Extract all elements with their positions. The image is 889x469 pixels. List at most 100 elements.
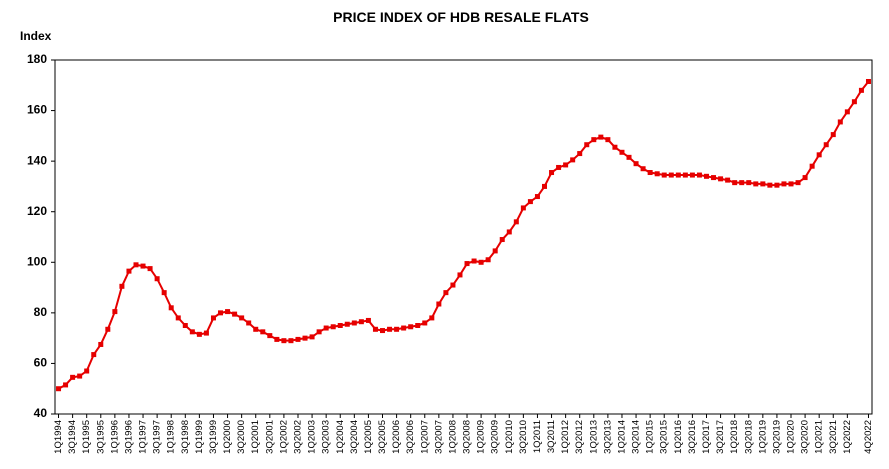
data-marker (732, 180, 738, 186)
y-tick-label: 40 (34, 406, 48, 420)
data-marker (795, 180, 801, 186)
data-marker (63, 382, 69, 388)
x-tick-label: 1Q1996 (109, 420, 120, 454)
x-tick-label: 3Q2005 (377, 420, 388, 454)
x-tick-label: 1Q2001 (250, 420, 261, 454)
y-axis-label: Index (20, 29, 52, 43)
x-tick-label: 3Q2006 (405, 420, 416, 454)
data-marker (718, 176, 724, 182)
data-marker (358, 319, 364, 325)
data-marker (267, 333, 273, 339)
data-marker (105, 326, 111, 332)
data-marker (70, 374, 76, 380)
x-tick-label: 3Q2002 (293, 420, 304, 454)
data-marker (809, 163, 815, 169)
x-tick-label: 1Q2022 (842, 420, 853, 454)
data-marker (527, 199, 533, 205)
data-marker (394, 326, 400, 332)
y-tick-label: 140 (27, 153, 47, 167)
data-marker (168, 305, 174, 311)
data-marker (260, 329, 266, 335)
x-tick-label: 3Q2007 (433, 420, 444, 454)
x-tick-label: 1Q2008 (447, 420, 458, 454)
data-marker (323, 325, 329, 331)
data-marker (633, 161, 639, 167)
data-marker (640, 166, 646, 172)
data-marker (210, 315, 216, 321)
data-marker (725, 177, 731, 183)
data-marker (140, 263, 146, 269)
x-tick-label: 1Q2010 (504, 420, 515, 454)
data-marker (154, 276, 160, 282)
x-tick-label: 3Q2012 (574, 420, 585, 454)
data-marker (309, 334, 315, 340)
data-marker (330, 324, 336, 330)
x-tick-label: 1Q2009 (476, 420, 487, 454)
y-tick-label: 180 (27, 52, 47, 66)
data-marker (499, 237, 505, 243)
data-marker (746, 180, 752, 186)
data-marker (133, 262, 139, 268)
x-tick-label: 3Q2013 (602, 420, 613, 454)
data-marker (788, 181, 794, 187)
x-tick-label: 3Q2008 (462, 420, 473, 454)
data-marker (802, 175, 808, 181)
data-marker (429, 315, 435, 321)
plot-frame (54, 59, 873, 415)
data-marker (654, 171, 660, 177)
x-tick-label: 3Q2004 (349, 420, 360, 454)
x-tick-label: 3Q2001 (264, 420, 275, 454)
data-marker (239, 315, 245, 321)
x-tick-label: 1Q2007 (419, 420, 430, 454)
x-tick-label: 3Q2010 (518, 420, 529, 454)
data-marker (598, 134, 604, 140)
data-marker (422, 320, 428, 326)
data-marker (570, 157, 576, 163)
data-marker (203, 330, 209, 336)
data-marker (443, 290, 449, 296)
data-marker (464, 261, 470, 267)
data-marker (577, 151, 583, 157)
x-tick-label: 1Q2006 (391, 420, 402, 454)
data-marker (584, 142, 590, 148)
data-marker (196, 331, 202, 337)
data-marker (563, 162, 569, 168)
data-marker (246, 320, 252, 326)
data-marker (372, 326, 378, 332)
chart-title: PRICE INDEX OF HDB RESALE FLATS (333, 9, 589, 25)
data-marker (619, 149, 625, 155)
data-marker (380, 328, 386, 334)
x-tick-label: 3Q2021 (828, 420, 839, 454)
x-tick-label: 3Q2003 (321, 420, 332, 454)
x-tick-label: 4Q2022 (863, 420, 874, 454)
x-tick-label: 1Q2002 (278, 420, 289, 454)
x-tick-label: 3Q2000 (236, 420, 247, 454)
data-marker (774, 182, 780, 188)
data-marker (711, 175, 717, 181)
x-tick-label: 1Q2014 (616, 420, 627, 454)
data-marker (387, 326, 393, 332)
x-tick-label: 3Q2020 (800, 420, 811, 454)
x-tick-label: 1Q2020 (786, 420, 797, 454)
data-line (58, 80, 870, 390)
data-marker (661, 172, 667, 178)
data-marker (274, 336, 280, 342)
data-marker (147, 266, 153, 272)
data-marker (816, 152, 822, 158)
data-marker (506, 229, 512, 235)
data-marker (56, 386, 62, 392)
data-marker (513, 219, 519, 225)
data-marker (781, 181, 787, 187)
data-marker (161, 290, 167, 296)
data-marker (534, 194, 540, 200)
x-tick-label: 3Q2019 (771, 420, 782, 454)
data-marker (668, 172, 674, 178)
data-marker (591, 137, 597, 143)
data-marker (126, 268, 132, 274)
x-tick-label: 1Q2017 (701, 420, 712, 454)
data-marker (253, 326, 259, 332)
data-marker (232, 311, 238, 317)
data-marker (753, 181, 759, 187)
x-tick-label: 1Q2011 (532, 420, 543, 453)
x-tick-label: 1Q1994 (53, 420, 64, 454)
